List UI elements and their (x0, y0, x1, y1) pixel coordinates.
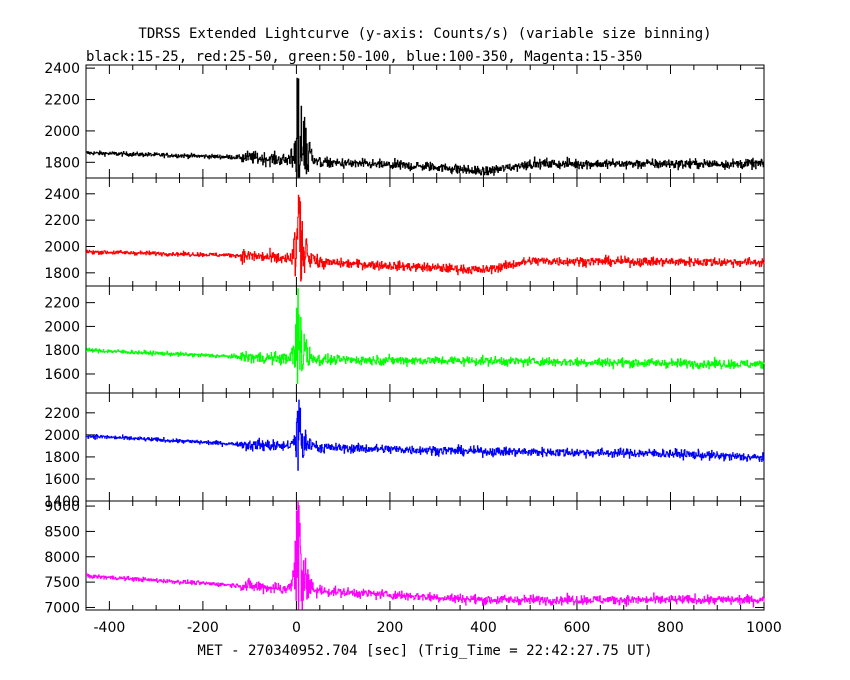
x-tick-label: 200 (377, 620, 404, 636)
panel-frame (85, 64, 765, 179)
x-tick-label: 0 (292, 620, 301, 636)
panel-5: 7000 7500 8000 8500 9000 (44, 499, 765, 616)
panel-4: 1400 1600 1800 2000 2200 (44, 392, 765, 510)
y-tick-label: 1600 (44, 367, 80, 383)
y-tick-label: 8000 (44, 550, 80, 566)
plot-area: 1800200022002400180020002200240016001800… (44, 61, 781, 636)
x-tick-label: 1000 (746, 620, 782, 636)
y-tick-label: 1800 (44, 450, 80, 466)
series-line-red (86, 194, 765, 282)
panel-1: 1800 2000 2200 2400 (44, 61, 765, 179)
x-tick-label: -400 (93, 620, 125, 636)
y-tick-label: 1400 (44, 494, 80, 510)
y-tick-label: 1800 (44, 343, 80, 359)
x-axis-label: MET - 270340952.704 [sec] (Trig_Time = 2… (197, 643, 652, 659)
x-tick-label: -200 (187, 620, 219, 636)
panel-frame (85, 285, 765, 394)
x-tick-label: 400 (470, 620, 497, 636)
y-tick-label: 8500 (44, 524, 80, 540)
chart-title: TDRSS Extended Lightcurve (y-axis: Count… (138, 26, 711, 42)
y-tick-label: 1800 (44, 266, 80, 282)
y-tick-label: 2200 (44, 406, 80, 422)
x-tick-label: 600 (564, 620, 591, 636)
y-tick-label: 2000 (44, 428, 80, 444)
series-line-magenta (86, 501, 765, 610)
y-tick-label: 2000 (44, 239, 80, 255)
y-tick-label: 1600 (44, 472, 80, 488)
y-tick-label: 9000 (44, 499, 80, 515)
y-tick-label: 2200 (44, 93, 80, 109)
panel-frame (85, 392, 765, 502)
panel-frame (85, 500, 765, 611)
y-tick-label: 2400 (44, 187, 80, 203)
y-tick-label: 7000 (44, 600, 80, 616)
y-tick-label: 2000 (44, 319, 80, 335)
chart-subtitle: black:15-25, red:25-50, green:50-100, bl… (86, 49, 642, 65)
y-tick-label: 2000 (44, 124, 80, 140)
series-line-blue (86, 399, 765, 471)
panel-3: 1600 1800 2000 2200 (44, 285, 765, 394)
series-line-green (86, 288, 765, 384)
y-tick-label: 2200 (44, 296, 80, 312)
y-tick-label: 2200 (44, 213, 80, 229)
y-tick-label: 2400 (44, 61, 80, 77)
series-line-black (86, 77, 765, 178)
y-tick-label: 1800 (44, 155, 80, 171)
panel-2: 1800 2000 2200 2400 (44, 177, 765, 287)
x-tick-label: 800 (657, 620, 684, 636)
y-tick-label: 7500 (44, 575, 80, 591)
